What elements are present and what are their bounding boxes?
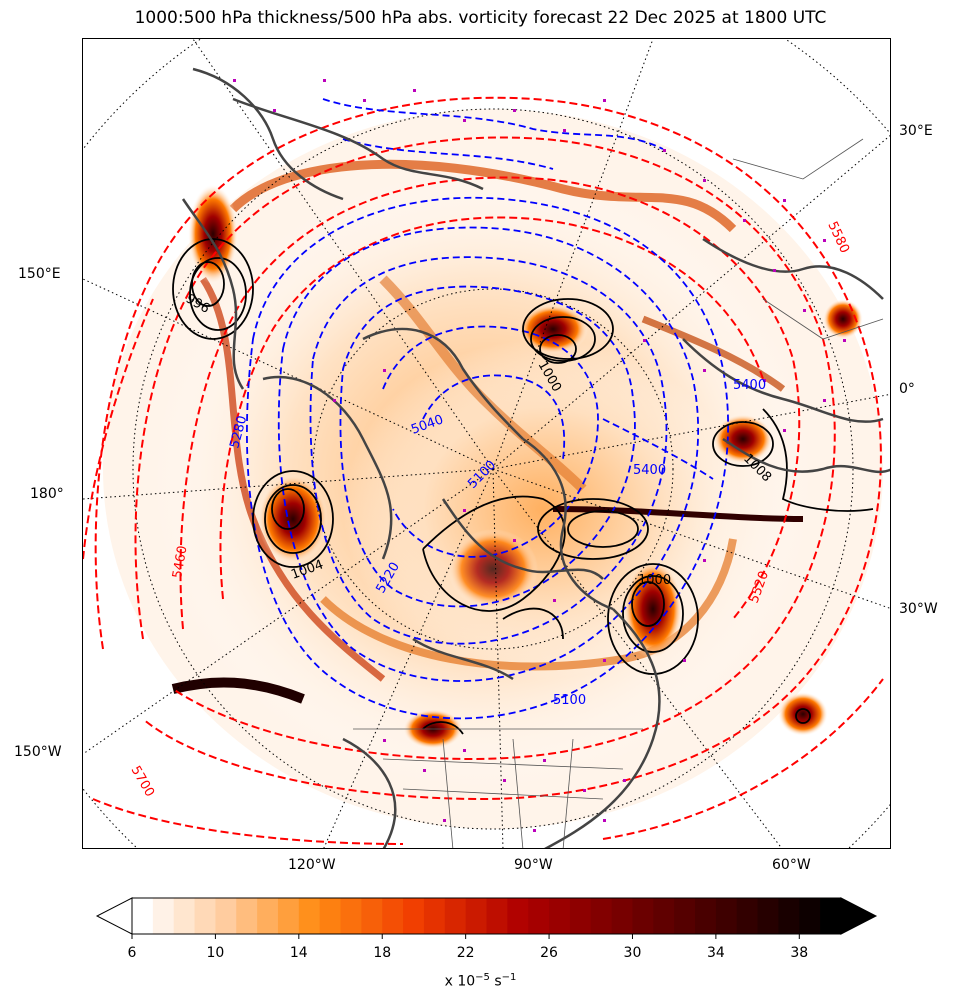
colorbar-cell: [715, 898, 738, 934]
colorbar-cell: [674, 898, 696, 934]
colorbar-cell: [632, 898, 654, 934]
colorbar-tick-label: 26: [540, 945, 558, 961]
colorbar-cell: [382, 898, 404, 934]
colorbar-cell: [257, 898, 279, 934]
colorbar-cell: [423, 898, 446, 934]
colorbar-tick-label: 14: [289, 945, 308, 961]
colorbar-extend-low: [95, 897, 133, 935]
red-contour-label: 5460: [170, 544, 191, 579]
thickness-contours-cold: [246, 98, 729, 720]
units-exponent-1: −5: [475, 972, 490, 983]
colorbar-cell: [486, 898, 508, 934]
colorbar-cells: [132, 898, 842, 934]
colorbar-extend-high: [840, 897, 878, 935]
red-contour-label: 5580: [824, 219, 852, 255]
colorbar-cell: [757, 898, 779, 934]
colorbar-cell: [528, 898, 550, 934]
lon-label-150e: 150°E: [18, 266, 61, 282]
thickness-contours-warm: [83, 96, 884, 845]
colorbar-cell: [236, 898, 258, 934]
colorbar-cell: [132, 898, 154, 934]
colorbar-tick-label: 38: [790, 945, 809, 961]
lon-label-30e: 30°E: [899, 123, 933, 139]
borders: [353, 138, 884, 848]
colorbar-tick-label: 10: [206, 945, 225, 961]
colorbar-tick-label: 34: [706, 945, 725, 961]
red-contour-label: 5700: [128, 764, 158, 800]
colorbar-cell: [569, 898, 592, 934]
colorbar-tick-label: 18: [373, 945, 392, 961]
colorbar-cell: [298, 898, 321, 934]
lon-label-90w: 90°W: [514, 857, 553, 873]
colorbar-ticks: [131, 934, 800, 939]
lon-label-0: 0°: [899, 381, 915, 397]
map-panel[interactable]: 5700 5460 5520 5580 5400 5280 5040 5100 …: [82, 38, 891, 849]
colorbar-cell: [820, 898, 842, 934]
colorbar-cell: [277, 898, 300, 934]
colorbar-cell: [507, 898, 529, 934]
colorbar-cell: [194, 898, 216, 934]
chart-title: 1000:500 hPa thickness/500 hPa abs. vort…: [134, 8, 827, 28]
colorbar-tick-label: 30: [623, 945, 642, 961]
colorbar-tick-label: 6: [127, 945, 137, 961]
colorbar-cell: [465, 898, 487, 934]
units-prefix: x 10: [444, 973, 476, 990]
colorbar-cell: [152, 898, 175, 934]
lon-label-120w: 120°W: [288, 857, 336, 873]
blue-contour-label: 5100: [553, 693, 586, 708]
colorbar-cell: [215, 898, 237, 934]
units-exponent-2: −1: [501, 972, 517, 983]
colorbar-outline: [131, 897, 842, 935]
lon-label-60w: 60°W: [772, 857, 811, 873]
coastlines: [181, 67, 890, 848]
colorbar-cell: [799, 898, 821, 934]
colorbar-cell: [736, 898, 759, 934]
lon-label-150w: 150°W: [14, 744, 62, 760]
pressure-contour-label: 1000: [638, 573, 671, 588]
colorbar-cell: [444, 898, 467, 934]
colorbar-cell: [340, 898, 362, 934]
colorbar-cell: [778, 898, 800, 934]
station-markers: [233, 79, 846, 832]
lon-label-180: 180°: [30, 486, 64, 502]
blue-contour-label: 5400: [633, 463, 666, 478]
red-contour-label: 5400: [733, 378, 766, 393]
colorbar-cell: [403, 898, 425, 934]
colorbar-cell: [319, 898, 342, 934]
colorbar-cell: [611, 898, 633, 934]
colorbar-cell: [590, 898, 613, 934]
colorbar-units: x 10−5 s−1: [0, 972, 961, 990]
colorbar-cell: [695, 898, 717, 934]
colorbar-cell: [549, 898, 571, 934]
lon-label-30w: 30°W: [899, 601, 938, 617]
colorbar-cell: [361, 898, 383, 934]
map-canvas: 5700 5460 5520 5580 5400 5280 5040 5100 …: [83, 39, 890, 848]
colorbar-tick-label: 22: [456, 945, 475, 961]
vorticity-field: [103, 109, 883, 829]
units-mid: s: [489, 973, 502, 990]
colorbar-cell: [653, 898, 675, 934]
colorbar-cell: [173, 898, 196, 934]
